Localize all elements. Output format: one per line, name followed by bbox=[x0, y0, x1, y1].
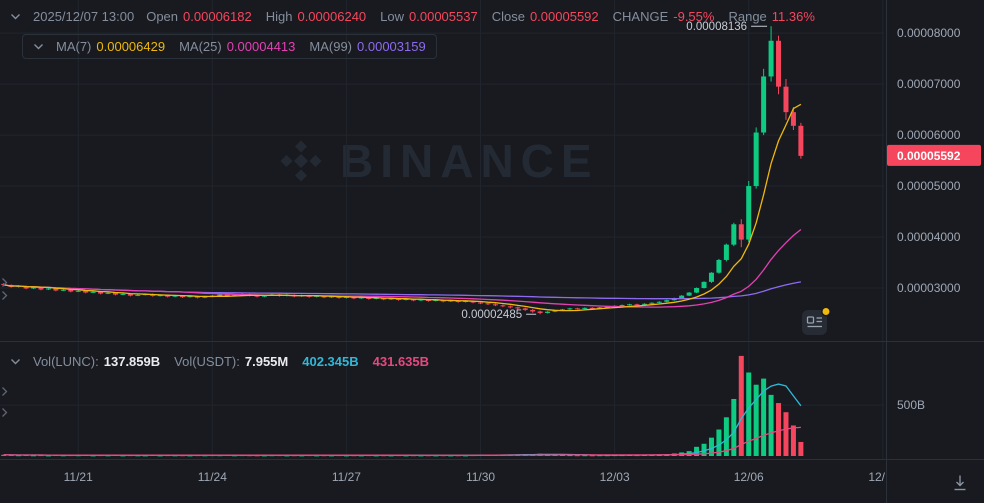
volume-legend: Vol(LUNC): 137.859B Vol(USDT): 7.955M 402.34… bbox=[10, 354, 429, 369]
chevron-down-icon[interactable] bbox=[10, 13, 21, 20]
svg-text:12/03: 12/03 bbox=[600, 470, 630, 484]
vol-fields-item: 431.635B bbox=[372, 354, 430, 369]
svg-text:0.00006000: 0.00006000 bbox=[897, 128, 961, 142]
grid-lines bbox=[0, 0, 884, 459]
svg-text:0.00007000: 0.00007000 bbox=[897, 77, 961, 91]
price-pane-handle[interactable] bbox=[1, 277, 8, 301]
svg-text:12/06: 12/06 bbox=[734, 470, 764, 484]
ma-7-line bbox=[3, 103, 802, 312]
svg-text:0.00005000: 0.00005000 bbox=[897, 179, 961, 193]
svg-text:0.00004000: 0.00004000 bbox=[897, 230, 961, 244]
chevron-down-icon[interactable] bbox=[10, 358, 21, 365]
session-high-annotation: 0.00008136 bbox=[686, 21, 768, 33]
ohlc-fields-item: Range 11.36% bbox=[728, 9, 815, 24]
svg-text:12/: 12/ bbox=[868, 470, 885, 484]
ohlc-fields-item: Low 0.00005537 bbox=[380, 9, 478, 24]
axis-fit-icon[interactable] bbox=[950, 473, 970, 498]
volume-bars bbox=[1, 355, 804, 457]
svg-text:11/30: 11/30 bbox=[466, 470, 495, 484]
volume-ma-7-line bbox=[3, 383, 802, 456]
current-price-badge: 0.00005592 bbox=[887, 144, 981, 166]
binance-watermark: BINANCE bbox=[278, 134, 599, 188]
chevron-down-icon[interactable] bbox=[33, 43, 44, 50]
watermark-text: BINANCE bbox=[340, 135, 599, 187]
svg-text:11/27: 11/27 bbox=[332, 470, 361, 484]
ohlc-fields-item: High 0.00006240 bbox=[265, 9, 367, 24]
time-axis[interactable]: 11/21 11/24 11/27 11/30 12/03 12/06 12/ bbox=[64, 470, 886, 484]
svg-text:11/24: 11/24 bbox=[198, 470, 227, 484]
ma-values: MA(7) 0.00006429 MA(25) 0.00004413 MA(99) 0.0… bbox=[56, 39, 426, 54]
vol-fields-item: Vol(LUNC): 137.859B bbox=[33, 354, 161, 369]
price-axis[interactable]: 0.00008000 0.00007000 0.00006000 0.00005000… bbox=[897, 26, 961, 412]
feed-icon[interactable] bbox=[801, 306, 831, 341]
svg-text:0.00003000: 0.00003000 bbox=[897, 281, 961, 295]
ma-fields-item: MA(25) 0.00004413 bbox=[179, 39, 296, 54]
ohlc-fields-item: Close 0.00005592 bbox=[491, 9, 599, 24]
svg-text:500B: 500B bbox=[897, 398, 925, 412]
ma-legend: MA(7) 0.00006429 MA(25) 0.00004413 MA(99) 0.0… bbox=[22, 34, 437, 59]
vol-fields-item: 402.345B bbox=[302, 354, 359, 369]
binance-logo-icon bbox=[280, 140, 322, 182]
ohlc-legend: 2025/12/07 13:00 Open 0.00006182 High 0.000… bbox=[10, 9, 815, 24]
svg-text:0.00002485: 0.00002485 bbox=[461, 309, 522, 321]
ma-25-line bbox=[3, 228, 802, 308]
svg-text:11/21: 11/21 bbox=[64, 470, 93, 484]
svg-text:0.00005592: 0.00005592 bbox=[897, 149, 961, 163]
ohlc-fields-item: CHANGE -9.55% bbox=[612, 9, 715, 24]
session-low-annotation: 0.00002485 bbox=[461, 309, 537, 321]
volume-pane-handle[interactable] bbox=[1, 386, 8, 418]
volume-values: Vol(LUNC): 137.859B Vol(USDT): 7.955M 402.34… bbox=[33, 354, 429, 369]
ma-fields-item: MA(7) 0.00006429 bbox=[56, 39, 166, 54]
volume-ma-25-line bbox=[3, 426, 801, 456]
svg-text:0.00008000: 0.00008000 bbox=[897, 26, 961, 40]
ma-fields-item: MA(99) 0.00003159 bbox=[309, 39, 426, 54]
candle-timestamp: 2025/12/07 13:00 bbox=[33, 9, 135, 24]
ohlc-fields-item: Open 0.00006182 bbox=[146, 9, 252, 24]
vol-fields-item: Vol(USDT): 7.955M bbox=[174, 354, 289, 369]
ohlc-values: Open 0.00006182 High 0.00006240 Low 0.0000553… bbox=[146, 9, 815, 24]
notification-dot bbox=[821, 306, 831, 317]
svg-text:0.00008136: 0.00008136 bbox=[686, 21, 747, 33]
candlestick-series bbox=[1, 26, 804, 315]
